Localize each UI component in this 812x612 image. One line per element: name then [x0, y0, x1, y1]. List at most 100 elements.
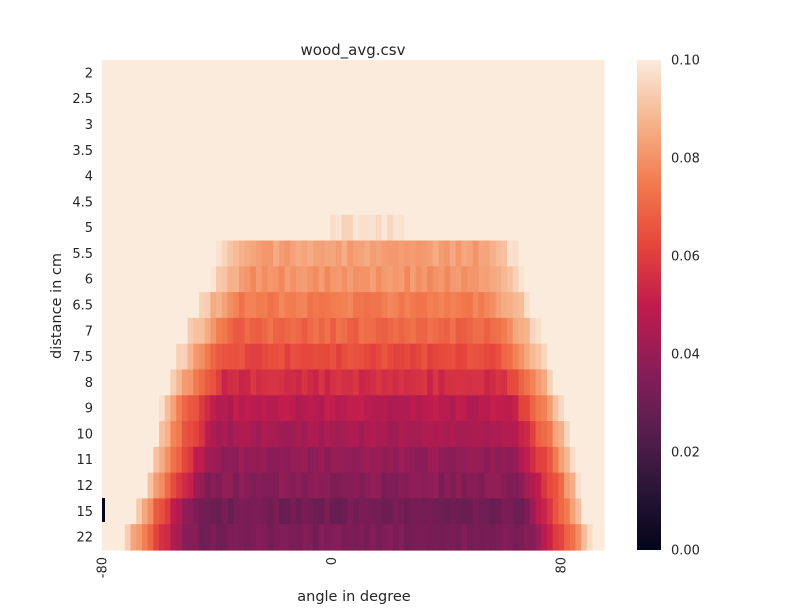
heatmap-cell [575, 266, 582, 293]
heatmap-cell [581, 60, 588, 87]
heatmap-cell [313, 524, 320, 551]
heatmap-cell [535, 343, 542, 371]
heatmap-cell [313, 266, 320, 293]
heatmap-cell [552, 524, 559, 551]
heatmap-cell [324, 188, 331, 216]
heatmap-cell [318, 369, 326, 396]
heatmap-cell [290, 214, 297, 242]
heatmap-cell [244, 369, 251, 396]
heatmap-cell [267, 60, 274, 87]
heatmap-cell [216, 214, 223, 242]
heatmap-cell [153, 421, 160, 448]
heatmap-cell [164, 343, 172, 371]
heatmap-cell [586, 240, 594, 267]
heatmap-cell [598, 421, 605, 448]
heatmap-cell [495, 446, 502, 474]
heatmap-cell [136, 317, 143, 345]
heatmap-cell [541, 188, 548, 216]
heatmap-cell [261, 498, 269, 525]
heatmap-cell [461, 343, 468, 371]
heatmap-cell [427, 266, 434, 293]
heatmap-cell [233, 317, 240, 345]
heatmap-cell [238, 214, 246, 242]
heatmap-cell [524, 292, 531, 319]
heatmap-cell [358, 369, 365, 396]
heatmap-cell [501, 266, 508, 293]
heatmap-cell [484, 472, 491, 500]
heatmap-cell [307, 343, 314, 371]
heatmap-cell [290, 369, 297, 396]
heatmap-cell [387, 343, 394, 371]
heatmap-cell [102, 240, 109, 267]
heatmap-cell [164, 524, 172, 551]
heatmap-cell [324, 85, 331, 113]
heatmap-cell [427, 214, 434, 242]
heatmap-cell [586, 163, 594, 190]
heatmap-cell [444, 240, 451, 267]
heatmap-cell [489, 472, 497, 500]
heatmap-cell [102, 60, 109, 87]
heatmap-cell [398, 317, 405, 345]
heatmap-cell [267, 292, 274, 319]
heatmap-cell [546, 163, 554, 190]
heatmap-cell [455, 60, 462, 87]
heatmap-cell [176, 343, 183, 371]
heatmap-cell [432, 188, 440, 216]
heatmap-cell [284, 214, 291, 242]
heatmap-cell [330, 85, 337, 113]
heatmap-cell [535, 446, 542, 474]
heatmap-cell [124, 395, 132, 422]
heatmap-cell [193, 188, 200, 216]
heatmap-cell [267, 343, 274, 371]
heatmap-cell [130, 111, 137, 138]
heatmap-cell [575, 188, 582, 216]
heatmap-cell [375, 524, 383, 551]
heatmap-cell [313, 343, 320, 371]
heatmap-cell [250, 266, 257, 293]
heatmap-cell [181, 240, 189, 267]
heatmap-cell [193, 369, 200, 396]
heatmap-cell [295, 266, 303, 293]
heatmap-cell [164, 369, 172, 396]
heatmap-cell [472, 240, 480, 267]
heatmap-cell [421, 395, 428, 422]
heatmap-cell [427, 395, 434, 422]
heatmap-cell [415, 214, 423, 242]
heatmap-cell [421, 369, 428, 396]
heatmap-cell [421, 137, 428, 164]
heatmap-cell [415, 266, 423, 293]
heatmap-cell [238, 421, 246, 448]
heatmap-cell [478, 369, 485, 396]
heatmap-cell [238, 85, 246, 113]
heatmap-cell [181, 60, 189, 87]
heatmap-cell [564, 60, 571, 87]
heatmap-cell [375, 214, 383, 242]
heatmap-cell [181, 343, 189, 371]
heatmap-cell [415, 498, 423, 525]
heatmap-cell [187, 85, 194, 113]
heatmap-cell [261, 472, 269, 500]
heatmap-cell [427, 137, 434, 164]
heatmap-cell [164, 446, 172, 474]
heatmap-cell [330, 214, 337, 242]
heatmap-cell [233, 498, 240, 525]
heatmap-cell [455, 214, 462, 242]
heatmap-cell [598, 498, 605, 525]
heatmap-cell [170, 317, 177, 345]
heatmap-cell [518, 240, 525, 267]
heatmap-cell [472, 395, 480, 422]
heatmap-cell [507, 343, 514, 371]
heatmap-cell [256, 214, 263, 242]
heatmap-cell [461, 524, 468, 551]
heatmap-cell [141, 369, 149, 396]
heatmap-cell [273, 85, 280, 113]
heatmap-cell [358, 395, 365, 422]
heatmap-cell [461, 163, 468, 190]
heatmap-cell [489, 266, 497, 293]
heatmap-cell [592, 111, 599, 138]
heatmap-cell [141, 266, 149, 293]
heatmap-cell [244, 137, 251, 164]
heatmap-cell [364, 60, 371, 87]
heatmap-cell [478, 524, 485, 551]
heatmap-cell [227, 137, 234, 164]
